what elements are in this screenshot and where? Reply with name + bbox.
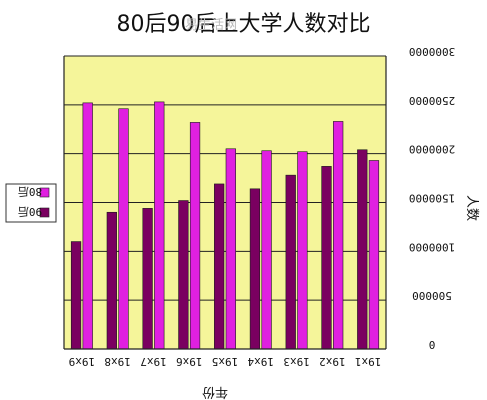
y-tick-label: 500000 xyxy=(412,289,452,302)
x-axis-label: 年份 xyxy=(202,384,228,399)
y-tick-label: 3000000 xyxy=(409,45,455,58)
x-tick-label: 19x3 xyxy=(283,355,310,368)
legend-label-80: 80后 xyxy=(18,185,42,198)
x-tick-label: 19x9 xyxy=(69,355,96,368)
y-tick-label: 2500000 xyxy=(409,94,455,107)
bar-90-19x5 xyxy=(214,183,225,350)
axis xyxy=(63,56,387,350)
x-tick-label: 19x7 xyxy=(140,355,167,368)
legend: 80后 90后 xyxy=(5,183,57,223)
x-tick-label: 19x5 xyxy=(212,355,239,368)
legend-swatch-90 xyxy=(39,207,50,218)
bar-90-19x3 xyxy=(285,174,296,350)
y-tick-labels: 0 500000 1000000 1500000 2000000 2500000 30000… xyxy=(409,45,455,351)
x-tick-labels: 19x9 19x8 19x7 19x6 19x5 19x4 19x3 19x2 19x1 xyxy=(69,355,382,368)
bar-90-19x7 xyxy=(142,208,153,350)
x-tick-label: 19x6 xyxy=(176,355,203,368)
bar-90-19x2 xyxy=(321,166,332,350)
bar-80-19x2 xyxy=(333,121,344,350)
watermark: 易生活网 xyxy=(185,18,238,33)
legend-label-90: 90后 xyxy=(18,205,42,218)
x-tick-label: 19x8 xyxy=(104,355,131,368)
bar-80-19x5 xyxy=(225,148,236,350)
x-tick-label: 19x2 xyxy=(319,355,346,368)
bar-80-19x9 xyxy=(82,102,93,350)
bar-80-19x4 xyxy=(261,150,272,350)
bar-90-19x9 xyxy=(70,241,82,350)
chart-title: 80后90后上大学人数对比 xyxy=(116,12,371,37)
bar-90-19x6 xyxy=(178,200,189,350)
bar-80-19x7 xyxy=(154,101,165,350)
y-tick-label: 1000000 xyxy=(409,240,455,253)
y-tick-label: 1500000 xyxy=(409,192,455,205)
bar-80-19x6 xyxy=(189,122,201,350)
bar-90-19x8 xyxy=(106,211,117,350)
x-tick-label: 19x4 xyxy=(247,355,274,368)
x-tick-label: 19x1 xyxy=(355,355,382,368)
bar-80-19x8 xyxy=(118,108,129,350)
bar-80-19x3 xyxy=(297,151,308,350)
y-axis-label: 人数 xyxy=(464,195,479,221)
bar-90-19x4 xyxy=(249,188,261,350)
y-tick-label: 2000000 xyxy=(409,143,455,156)
bar-90-19x1 xyxy=(357,149,368,350)
legend-swatch-80 xyxy=(39,187,50,198)
bar-80-19x1 xyxy=(368,160,380,350)
y-tick-label: 0 xyxy=(429,338,436,351)
